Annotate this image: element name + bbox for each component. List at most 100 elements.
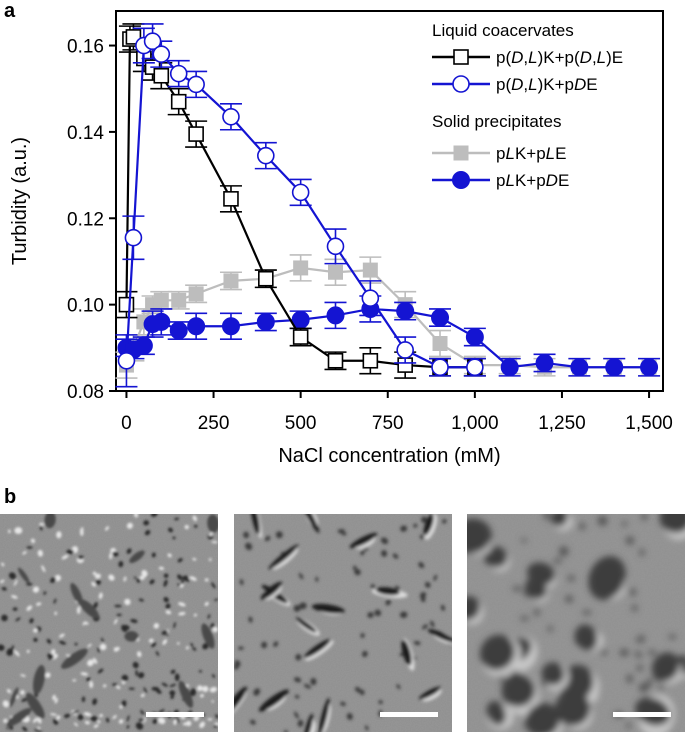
particle	[138, 598, 144, 602]
data-point	[171, 292, 187, 308]
particle	[93, 602, 98, 609]
data-point	[169, 64, 188, 83]
particle	[104, 526, 110, 531]
particle	[37, 549, 44, 557]
particle	[534, 608, 540, 617]
legend-label: p(D,L)K+pDE	[496, 75, 598, 94]
particle	[34, 728, 43, 732]
particle	[17, 567, 30, 584]
particle	[15, 617, 21, 622]
data-point	[326, 237, 345, 256]
particle	[631, 604, 638, 612]
particle	[258, 689, 289, 712]
particle	[204, 601, 209, 606]
data-point	[431, 308, 450, 327]
particle	[118, 719, 124, 724]
legend-label: pLK+pLE	[496, 144, 566, 163]
particle	[204, 578, 209, 582]
particle	[385, 599, 392, 606]
particle	[70, 582, 83, 605]
particle	[638, 683, 649, 692]
particle	[44, 514, 56, 529]
particle	[234, 686, 248, 719]
particle	[169, 690, 176, 696]
particle	[424, 581, 431, 588]
particle	[250, 514, 260, 535]
data-point	[188, 126, 204, 142]
particle	[346, 713, 353, 720]
particle	[90, 715, 98, 722]
particle	[300, 514, 320, 534]
data-point	[432, 336, 448, 351]
particle	[63, 713, 71, 718]
particle	[421, 624, 428, 630]
particle	[273, 641, 279, 647]
particle	[108, 574, 115, 581]
particle	[36, 602, 42, 606]
particle	[354, 568, 361, 576]
data-point	[187, 317, 206, 336]
particle	[239, 579, 244, 586]
particle	[6, 689, 11, 694]
particle	[133, 576, 137, 579]
particle	[209, 532, 213, 537]
particle	[419, 534, 425, 540]
particle	[129, 550, 145, 564]
particle	[158, 566, 165, 571]
particle	[143, 687, 148, 694]
particle	[268, 544, 299, 570]
data-point	[291, 183, 310, 202]
particle	[39, 522, 44, 527]
data-point	[465, 328, 484, 347]
particle	[21, 697, 28, 702]
particle	[92, 571, 97, 576]
legend-group-title: Solid precipitates	[432, 112, 561, 131]
particle	[190, 688, 197, 697]
particle	[155, 651, 160, 657]
particle	[124, 631, 139, 642]
particle	[349, 532, 378, 549]
particle	[275, 531, 283, 539]
particle	[396, 684, 401, 690]
particle	[433, 574, 438, 581]
particle	[177, 574, 183, 580]
series-3	[115, 295, 661, 377]
panel-b-label: b	[4, 486, 17, 508]
data-point	[169, 321, 188, 340]
particle	[641, 514, 648, 521]
particle	[303, 683, 312, 689]
particle	[207, 614, 211, 619]
particle	[112, 714, 117, 720]
particle	[161, 630, 169, 635]
plot-frame	[115, 10, 664, 392]
particle	[22, 551, 27, 555]
y-tick-label: 0.14	[67, 123, 104, 144]
particle	[541, 662, 565, 686]
particle	[74, 642, 78, 646]
particle	[253, 688, 261, 696]
particle	[101, 637, 104, 643]
particle	[26, 546, 33, 549]
particle	[355, 686, 361, 693]
x-tick-label: 1,000	[451, 413, 499, 434]
particle	[293, 604, 301, 612]
particle	[150, 514, 158, 518]
particle	[640, 634, 645, 644]
particle	[359, 689, 365, 696]
particle	[128, 687, 135, 690]
particle	[374, 609, 382, 617]
micrograph-1	[0, 514, 218, 732]
particle	[559, 546, 569, 557]
particle	[87, 643, 92, 648]
particle	[79, 599, 100, 619]
particle	[89, 680, 94, 689]
particle	[81, 696, 86, 703]
particle	[311, 603, 345, 614]
particle	[99, 643, 107, 651]
particle	[66, 549, 74, 555]
particle	[141, 569, 148, 578]
particle	[208, 558, 212, 562]
particle	[381, 550, 388, 557]
particle	[298, 572, 304, 580]
particle	[82, 623, 85, 626]
